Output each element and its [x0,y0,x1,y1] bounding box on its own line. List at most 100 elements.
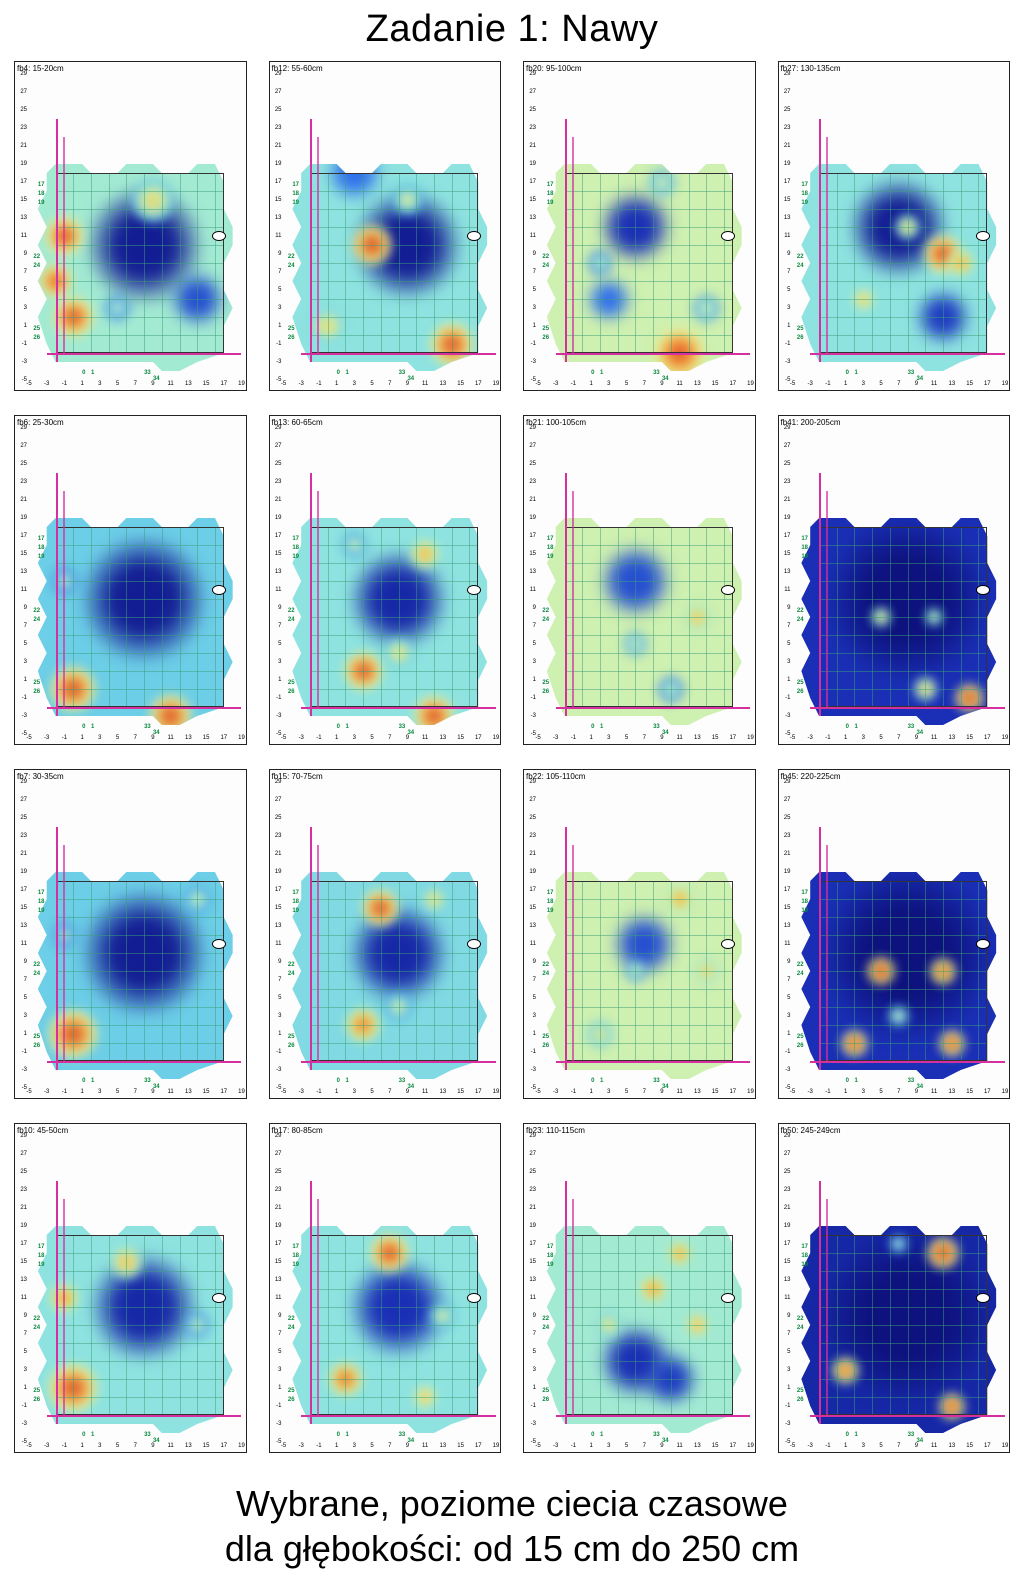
survey-label: 19 [38,554,45,560]
y-tick-label: -3 [22,713,27,719]
plot-area: 17181922242526013334 [29,782,242,1088]
y-tick-label: 17 [784,533,791,539]
x-tick-label: 15 [457,1443,464,1449]
survey-label: 22 [542,254,549,260]
x-tick-label: -5 [281,735,286,741]
x-axis: -5-3-1135791113151719 [284,1442,497,1452]
y-tick-label: 19 [784,869,791,875]
y-tick-label: 15 [275,1259,282,1265]
heatmap-panel: fb7: 30-35cm-5-3-11357911131517192123252… [14,769,247,1099]
x-tick-label: -3 [44,735,49,741]
ruler-vertical [56,473,58,716]
survey-label: 26 [288,1043,295,1049]
survey-label: 1 [91,724,94,730]
x-tick-label: 11 [677,1089,683,1095]
y-tick-label: 17 [20,1241,27,1247]
y-tick-label: 3 [533,1367,536,1373]
ruler-vertical [63,491,65,707]
y-tick-label: 17 [275,887,282,893]
ruler-vertical [63,137,65,353]
x-tick-label: 15 [203,1089,210,1095]
y-tick-label: 17 [20,179,27,185]
survey-label: 25 [288,326,295,332]
x-tick-label: 13 [694,735,701,741]
survey-label: 0 [82,724,85,730]
y-tick-label: 3 [533,305,536,311]
ruler-horizontal [556,1415,751,1417]
y-tick-label: 5 [787,641,790,647]
x-tick-label: -1 [62,735,67,741]
survey-label: 26 [33,689,40,695]
ruler-vertical [572,1199,574,1415]
y-tick-label: 19 [275,515,282,521]
x-tick-label: 19 [747,1443,754,1449]
y-tick-label: 5 [533,995,536,1001]
x-tick-label: 5 [370,381,373,387]
panel-title: fb4: 15-20cm [17,64,64,73]
survey-label: 34 [916,376,923,382]
x-tick-label: -3 [44,381,49,387]
ruler-vertical [63,845,65,1061]
panel-title: fb21: 100-105cm [526,418,586,427]
y-tick-label: 11 [21,1295,27,1301]
x-tick-label: 13 [440,1443,447,1449]
x-tick-label: 1 [844,381,847,387]
caption-line-1: Wybrane, poziome ciecia czasowe [10,1481,1014,1526]
survey-label: 1 [345,370,348,376]
y-tick-label: 11 [21,587,27,593]
y-tick-label: 19 [20,515,27,521]
x-tick-label: 13 [185,1443,192,1449]
plot-area: 17181922242526013334 [29,428,242,734]
x-tick-label: 11 [168,381,174,387]
x-tick-label: 15 [966,381,973,387]
x-tick-label: 15 [712,1089,719,1095]
plot-area: 17181922242526013334 [29,1136,242,1442]
survey-label: 34 [407,730,414,736]
y-tick-label: 27 [20,89,27,95]
x-tick-label: 13 [185,1089,192,1095]
y-tick-label: 19 [784,515,791,521]
survey-boundary [819,173,987,353]
x-tick-label: -5 [790,1443,795,1449]
y-tick-label: 25 [20,107,27,113]
y-tick-label: 21 [275,1205,282,1211]
survey-label: 26 [288,1397,295,1403]
y-tick-label: 13 [529,1277,536,1283]
x-tick-label: 17 [729,381,736,387]
y-tick-label: 25 [275,107,282,113]
x-tick-label: -3 [808,381,813,387]
x-tick-label: 3 [607,381,610,387]
y-tick-label: 13 [275,215,282,221]
y-tick-label: -3 [531,713,536,719]
y-tick-label: 9 [533,1313,536,1319]
y-tick-label: 1 [533,1385,536,1391]
y-tick-label: 27 [784,89,791,95]
survey-label: 33 [144,1078,151,1084]
survey-label: 18 [38,899,45,905]
x-tick-label: 1 [335,381,338,387]
panel-title: fb7: 30-35cm [17,772,64,781]
survey-label: 33 [144,724,151,730]
y-tick-label: -3 [276,1067,281,1073]
y-tick-label: 25 [275,1169,282,1175]
survey-label: 0 [337,1078,340,1084]
x-axis: -5-3-1135791113151719 [29,1442,242,1452]
survey-label: 18 [801,191,808,197]
survey-label: 17 [801,182,808,188]
survey-label: 17 [547,536,554,542]
survey-label: 17 [292,890,299,896]
panel-title: fb23: 110-115cm [526,1126,585,1135]
survey-label: 25 [797,1034,804,1040]
y-tick-label: -3 [785,713,790,719]
survey-boundary [819,527,987,707]
y-tick-label: 5 [278,1349,281,1355]
x-tick-label: -3 [808,1089,813,1095]
y-tick-label: 23 [529,833,536,839]
y-tick-label: 23 [20,1187,27,1193]
y-tick-label: 3 [787,659,790,665]
survey-label: 34 [407,1438,414,1444]
survey-label: 18 [547,191,554,197]
y-tick-label: 19 [20,161,27,167]
y-tick-label: 15 [529,1259,536,1265]
x-tick-label: 7 [897,1443,900,1449]
